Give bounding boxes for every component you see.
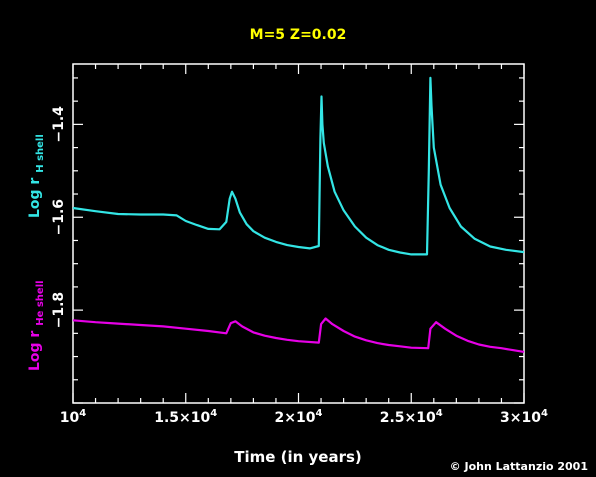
x-tick-label-base: 1.5×10 — [154, 410, 210, 426]
y-label-he-shell-main: Log r — [27, 331, 43, 371]
series-line-h-shell — [72, 76, 525, 256]
x-tick-label: 2×104 — [275, 408, 323, 426]
series-lines — [72, 76, 525, 353]
y-label-h-shell-sub: H shell — [35, 134, 46, 173]
y-tick-label: −1.6 — [51, 199, 67, 236]
x-tick-label-base: 2×10 — [275, 410, 316, 426]
axis-ticks — [72, 64, 525, 404]
x-tick-label: 3×104 — [500, 408, 548, 426]
copyright-note: © John Lattanzio 2001 — [450, 460, 588, 473]
y-tick-labels: −1.4 −1.6 −1.8 — [51, 106, 67, 329]
y-label-h-shell-main: Log r — [27, 178, 43, 218]
x-tick-label-exponent: 4 — [316, 408, 323, 419]
y-label-h-shell: Log r H shell — [27, 134, 46, 218]
series-line-he-shell — [72, 317, 525, 353]
x-tick-label-base: 10 — [60, 410, 80, 426]
x-tick-labels: 104 1.5×104 2×104 2.5×104 3×104 — [60, 408, 548, 426]
x-tick-label-base: 3×10 — [500, 410, 541, 426]
y-tick-label: −1.8 — [51, 292, 67, 329]
y-label-he-shell: Log r He shell — [27, 280, 46, 371]
x-tick-label: 104 — [60, 408, 86, 426]
x-tick-label-exponent: 4 — [210, 408, 217, 419]
y-label-he-shell-sub: He shell — [35, 280, 46, 325]
y-tick-label: −1.4 — [51, 106, 67, 143]
x-tick-label-exponent: 4 — [79, 408, 86, 419]
x-tick-label-base: 2.5×10 — [380, 410, 436, 426]
x-axis-label: Time (in years) — [234, 448, 362, 466]
x-tick-label: 1.5×104 — [154, 408, 217, 426]
x-tick-label: 2.5×104 — [380, 408, 443, 426]
x-tick-label-exponent: 4 — [541, 408, 548, 419]
x-tick-label-exponent: 4 — [436, 408, 443, 419]
chart-title: M=5 Z=0.02 — [250, 27, 347, 43]
